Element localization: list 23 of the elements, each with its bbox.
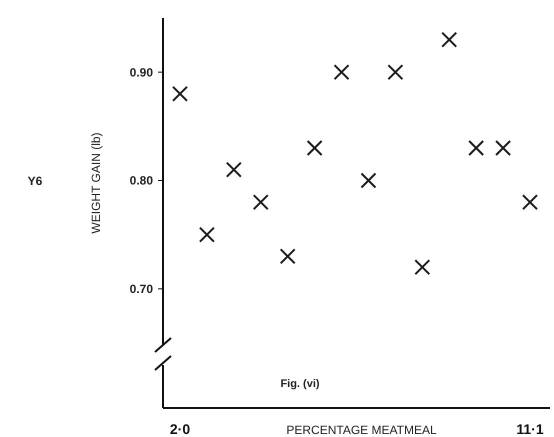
point <box>522 194 538 210</box>
point <box>360 172 376 188</box>
point <box>495 140 512 156</box>
point <box>226 162 242 178</box>
point <box>414 259 430 276</box>
point <box>334 64 350 80</box>
point <box>468 140 484 156</box>
x-tick-label: 2·0 <box>170 421 190 437</box>
point <box>387 64 404 80</box>
point <box>306 140 323 156</box>
text: Y6 <box>28 174 43 188</box>
point <box>198 226 215 243</box>
point <box>441 32 458 48</box>
x-tick-label: 11·1 <box>516 421 544 437</box>
y-tick-label: 0.80 <box>130 174 154 188</box>
y-axis-title: WEIGHT GAIN (lb) <box>89 132 103 234</box>
point <box>252 194 269 210</box>
annotation: Fig. (vi) <box>280 378 320 390</box>
point <box>172 86 188 102</box>
point <box>280 248 296 264</box>
y-tick-label: 0.70 <box>130 282 154 296</box>
x-axis-title: PERCENTAGE MEATMEAL <box>286 423 437 437</box>
y-tick-label: 0.90 <box>130 65 154 80</box>
